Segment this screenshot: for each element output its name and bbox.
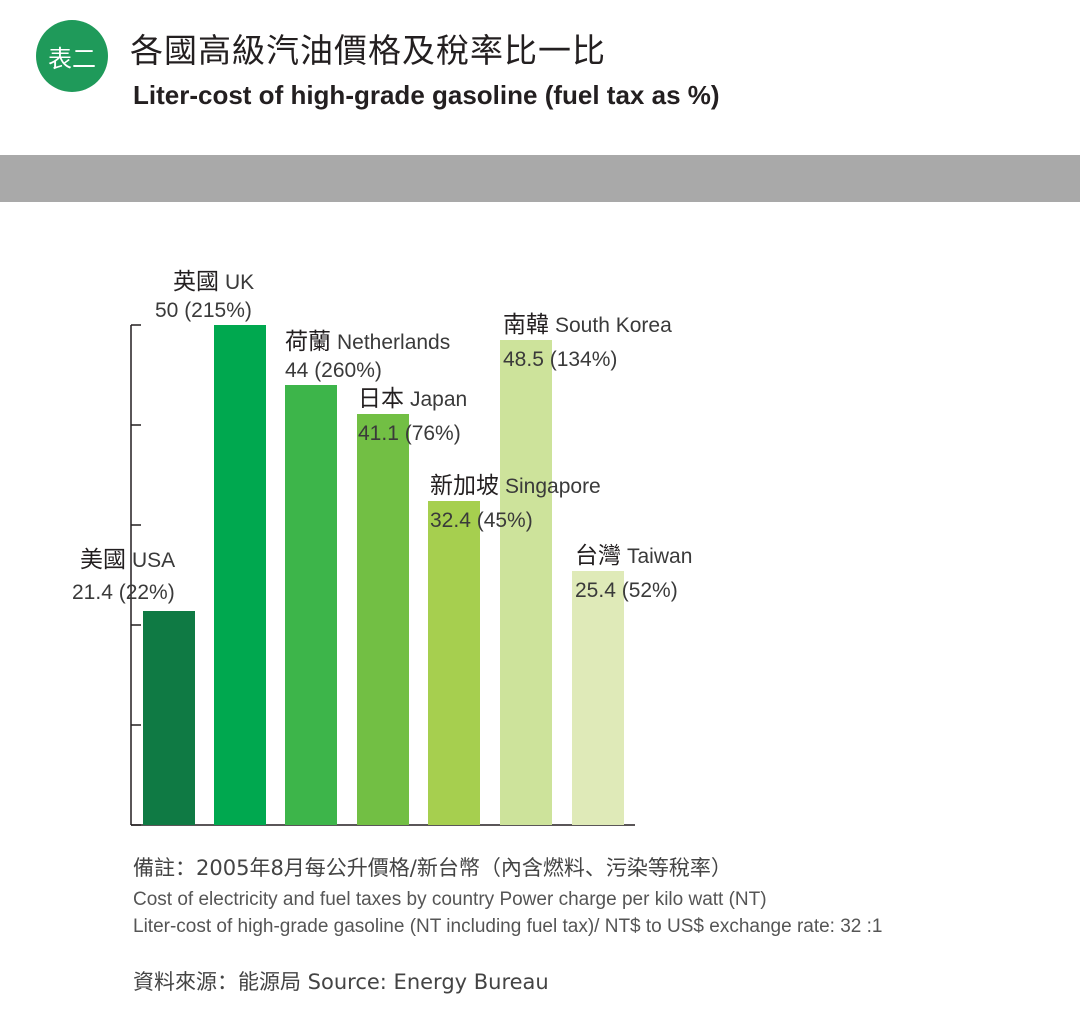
bar-uk xyxy=(214,325,266,825)
bar-name-label: 台灣 Taiwan xyxy=(575,543,692,569)
label-layer: 美國 USA 21.4 (22%) 英國 UK 50 (215%) 荷蘭 Netherland… xyxy=(72,269,692,604)
bar-value-label: 25.4 (52%) xyxy=(575,579,678,602)
bar-value-label: 50 (215%) xyxy=(155,299,252,322)
header-band xyxy=(0,155,1080,202)
bar-south-korea xyxy=(500,340,552,825)
chart-subtitle: Liter-cost of high-grade gasoline (fuel … xyxy=(133,80,720,110)
chart-notes: 備註：2005年8月每公升價格/新台幣（內含燃料、污染等稅率） Cost of … xyxy=(133,852,883,940)
chart-title: 各國高級汽油價格及稅率比一比 xyxy=(130,31,606,70)
chart-source: 資料來源：能源局 Source: Energy Bureau xyxy=(133,970,549,994)
bar-name-label: 日本 Japan xyxy=(358,386,467,412)
bar-usa xyxy=(143,611,195,825)
bar-layer xyxy=(143,325,624,825)
bar-value-label: 44 (260%) xyxy=(285,359,382,382)
bar-taiwan xyxy=(572,571,624,825)
note-line-2: Liter-cost of high-grade gasoline (NT in… xyxy=(133,916,883,937)
bar-value-label: 21.4 (22%) xyxy=(72,581,175,604)
bar-value-label: 41.1 (76%) xyxy=(358,422,461,445)
bar-name-label: 美國 USA xyxy=(80,547,175,573)
bar-value-label: 32.4 (45%) xyxy=(430,509,533,532)
bar-japan xyxy=(357,414,409,825)
bar-chart: 美國 USA 21.4 (22%) 英國 UK 50 (215%) 荷蘭 Netherland… xyxy=(72,269,692,826)
note-main: 備註：2005年8月每公升價格/新台幣（內含燃料、污染等稅率） xyxy=(133,856,732,880)
bar-name-label: 南韓 South Korea xyxy=(503,312,672,338)
bar-netherlands xyxy=(285,385,337,825)
bar-value-label: 48.5 (134%) xyxy=(503,348,617,371)
bar-name-label: 新加坡 Singapore xyxy=(430,473,601,499)
bar-singapore xyxy=(428,501,480,825)
bar-name-label: 英國 UK xyxy=(173,269,254,295)
note-line-1: Cost of electricity and fuel taxes by co… xyxy=(133,889,767,910)
bar-name-label: 荷蘭 Netherlands xyxy=(285,329,450,355)
chart-badge: 表二 xyxy=(36,20,108,92)
